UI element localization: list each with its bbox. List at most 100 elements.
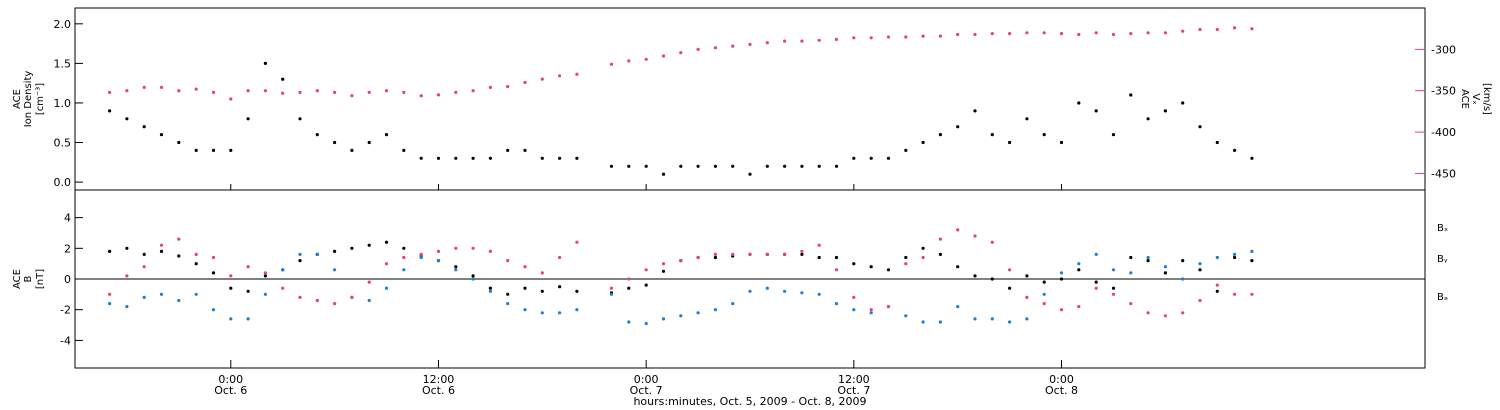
time-tick-label-0: 0:00 <box>218 373 243 386</box>
field-point-2-64 <box>1233 292 1237 296</box>
density-speed-point-1-32 <box>679 51 683 55</box>
field-point-1-9 <box>263 292 267 296</box>
speed-tick-label-2: -400 <box>1431 126 1456 139</box>
field-point-2-43 <box>869 308 873 312</box>
field-point-0-29 <box>627 286 631 290</box>
field-point-2-41 <box>834 268 839 272</box>
field-point-2-50 <box>990 240 994 244</box>
density-speed-point-0-60 <box>1163 109 1167 113</box>
density-speed-point-1-4 <box>177 89 181 93</box>
density-speed-point-0-47 <box>938 133 943 137</box>
field-point-2-0 <box>108 292 112 296</box>
density-panel-frame <box>74 7 1426 191</box>
field-point-0-51 <box>1008 286 1012 290</box>
field-point-1-65 <box>1250 249 1254 253</box>
field-point-0-25 <box>540 289 544 293</box>
speed-ylabel-name: Vₓ <box>1470 93 1481 104</box>
field-ylabel-unit: [nT] <box>35 269 46 289</box>
field-point-2-7 <box>229 274 233 278</box>
field-point-1-63 <box>1215 255 1219 260</box>
density-speed-point-1-13 <box>333 90 337 94</box>
speed-tick-label-3: -450 <box>1431 167 1456 180</box>
field-point-1-54 <box>1059 271 1064 275</box>
density-speed-point-1-63 <box>1215 27 1219 32</box>
density-speed-point-0-24 <box>523 148 527 152</box>
field-point-1-2 <box>142 295 146 299</box>
field-point-1-13 <box>333 268 337 272</box>
density-speed-point-1-55 <box>1077 32 1081 37</box>
field-point-0-8 <box>246 289 250 293</box>
field-point-2-9 <box>263 271 267 275</box>
field-point-1-64 <box>1233 252 1237 256</box>
field-point-1-26 <box>558 311 562 315</box>
density-speed-panel: 0.0 0.5 1.0 1.5 2.0 -300 -350 -400 -450 ACE Ion… <box>12 7 1492 191</box>
density-speed-point-1-28 <box>609 62 614 66</box>
field-point-2-38 <box>783 252 787 256</box>
field-point-0-58 <box>1129 255 1133 260</box>
density-tick-label-1: 0.5 <box>54 137 72 150</box>
field-point-2-52 <box>1025 295 1029 299</box>
density-speed-point-1-23 <box>506 85 510 89</box>
field-point-0-4 <box>177 254 181 258</box>
field-point-2-18 <box>419 252 423 256</box>
field-point-2-31 <box>661 262 666 266</box>
density-speed-point-1-2 <box>142 85 146 89</box>
density-speed-point-0-6 <box>211 148 216 152</box>
field-point-1-53 <box>1042 292 1046 296</box>
density-speed-point-1-56 <box>1094 31 1098 35</box>
x-axis-label: hours:minutes, Oct. 5, 2009 - Oct. 8, 20… <box>633 395 866 408</box>
field-point-1-61 <box>1181 277 1185 281</box>
time-tick-label-2: 0:00 <box>634 373 659 386</box>
density-speed-point-0-4 <box>177 140 181 145</box>
density-speed-point-0-44 <box>886 156 891 160</box>
field-point-1-18 <box>419 255 423 260</box>
field-point-2-33 <box>696 255 700 260</box>
field-point-2-27 <box>575 240 579 244</box>
field-point-0-21 <box>471 274 475 278</box>
density-ylabel-unit: [cm⁻³] <box>35 83 46 115</box>
density-speed-point-0-56 <box>1094 109 1098 113</box>
field-point-2-26 <box>558 255 562 260</box>
field-point-1-62 <box>1198 262 1202 266</box>
field-point-1-58 <box>1129 271 1133 275</box>
field-point-0-64 <box>1233 255 1237 260</box>
field-point-1-11 <box>298 252 302 256</box>
density-speed-point-1-30 <box>644 57 648 61</box>
density-speed-point-0-57 <box>1111 133 1116 137</box>
density-speed-point-0-26 <box>558 156 562 160</box>
density-speed-point-1-39 <box>800 39 804 43</box>
time-tick-date-1: Oct. 6 <box>422 384 455 397</box>
density-speed-point-1-27 <box>575 72 579 76</box>
field-point-1-16 <box>384 286 389 290</box>
density-speed-point-1-1 <box>125 89 129 93</box>
density-speed-point-1-20 <box>454 90 458 94</box>
field-point-1-55 <box>1077 262 1081 266</box>
density-speed-point-0-62 <box>1198 125 1202 129</box>
field-point-2-35 <box>731 252 735 256</box>
density-speed-point-1-33 <box>696 47 700 52</box>
field-point-2-48 <box>956 228 960 232</box>
field-point-2-49 <box>973 234 977 238</box>
time-tick-label-4: 0:00 <box>1049 373 1074 386</box>
field-point-1-38 <box>783 289 787 293</box>
density-speed-point-0-63 <box>1215 140 1219 145</box>
density-speed-point-1-7 <box>229 97 233 101</box>
density-speed-point-0-30 <box>644 164 648 168</box>
field-point-0-62 <box>1198 268 1202 272</box>
field-point-0-31 <box>661 269 666 273</box>
field-point-2-6 <box>211 255 216 260</box>
density-speed-point-0-58 <box>1129 93 1133 97</box>
field-point-1-25 <box>540 311 544 315</box>
field-point-1-46 <box>921 320 925 324</box>
field-tick-label-2: 0 <box>64 273 71 286</box>
density-speed-point-1-45 <box>904 35 908 39</box>
density-speed-point-1-46 <box>921 34 925 38</box>
field-point-1-23 <box>506 302 510 306</box>
density-speed-point-0-59 <box>1146 117 1150 121</box>
density-speed-point-1-48 <box>956 32 960 37</box>
magnetic-field-panel: 4 2 0 -2 -4 ACE B [nT] Bₓ Bᵧ Bₔ <box>12 189 1448 369</box>
density-tick-label-2: 1.0 <box>54 97 72 110</box>
density-speed-point-0-10 <box>281 77 285 81</box>
density-speed-point-0-38 <box>783 164 787 168</box>
